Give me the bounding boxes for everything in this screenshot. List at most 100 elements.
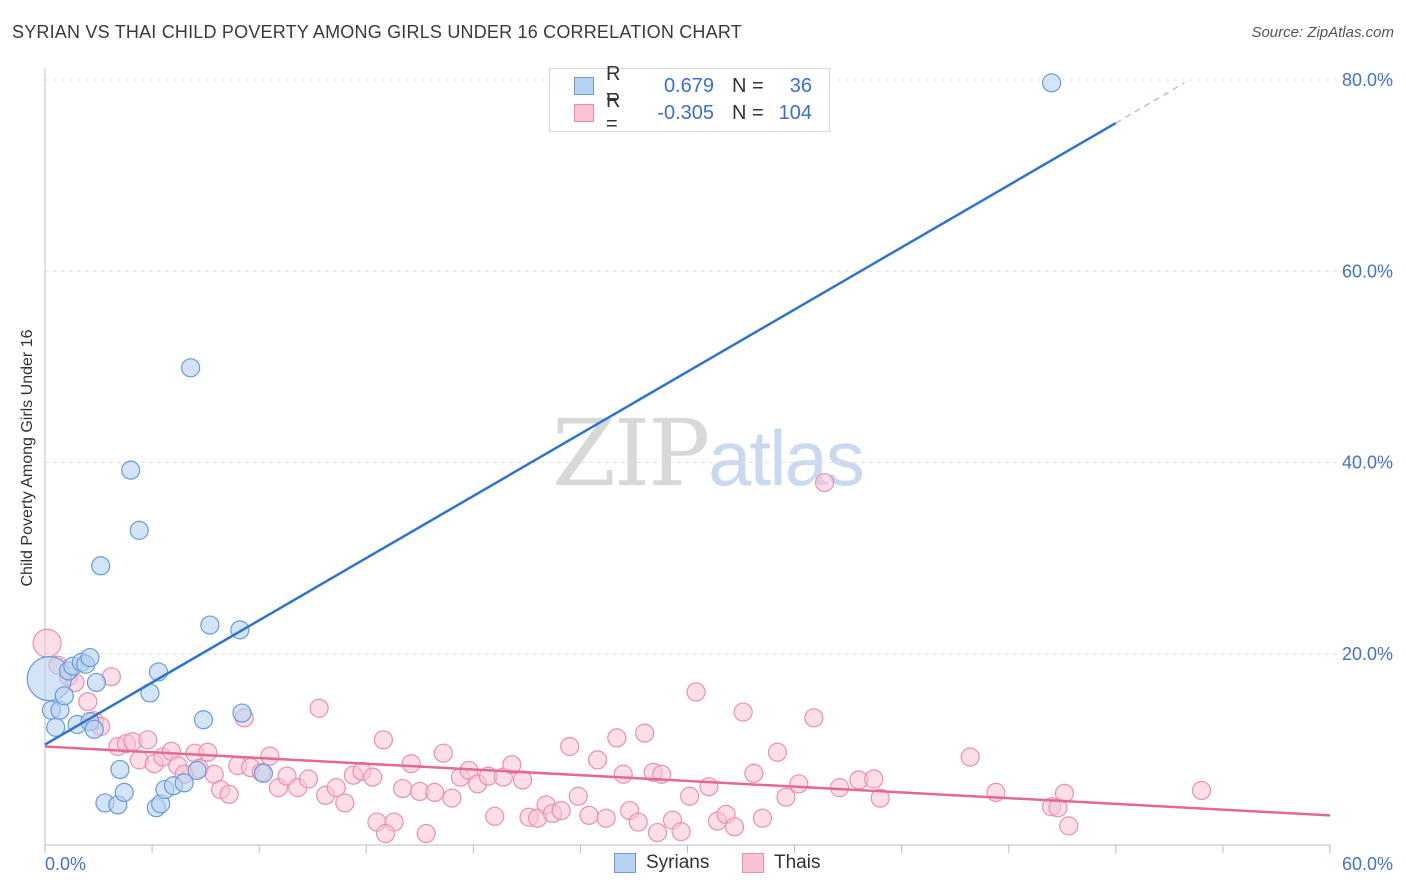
syrian-point bbox=[200, 615, 220, 635]
y-tick-label: 40.0% bbox=[1342, 453, 1393, 473]
legend-r-value: 0.679 bbox=[663, 74, 714, 97]
syrian-point bbox=[84, 719, 104, 739]
syrian-point bbox=[129, 520, 149, 540]
thai-point bbox=[326, 778, 346, 798]
thai-point bbox=[635, 723, 655, 743]
legend-swatch-syrians bbox=[574, 77, 594, 95]
thai-point bbox=[32, 628, 62, 658]
legend-n-label: N = bbox=[732, 101, 764, 124]
thai-point bbox=[1191, 780, 1212, 801]
thai-point bbox=[733, 702, 753, 722]
thai-point bbox=[613, 764, 633, 784]
thai-point bbox=[814, 472, 835, 493]
syrian-trend-extension bbox=[1115, 82, 1185, 124]
syrian-point bbox=[114, 782, 134, 803]
thai-point bbox=[560, 736, 580, 757]
thai-point bbox=[1059, 816, 1079, 836]
thai-point bbox=[870, 788, 890, 808]
bottom-legend-thais: Thais bbox=[742, 852, 820, 874]
thai-point bbox=[219, 784, 239, 804]
syrian-point bbox=[91, 556, 111, 576]
thai-point bbox=[335, 793, 355, 813]
thai-points bbox=[32, 472, 1212, 844]
watermark-atlas: atlas bbox=[708, 414, 865, 502]
y-tick-label: 80.0% bbox=[1342, 70, 1393, 90]
legend-row-syrians: R = 0.679 N = 36 bbox=[574, 63, 812, 108]
syrian-points bbox=[26, 73, 1062, 818]
thai-point bbox=[744, 763, 764, 783]
thai-point bbox=[198, 742, 218, 762]
thai-trend-line bbox=[44, 745, 1331, 817]
thai-point bbox=[260, 746, 280, 766]
tick-layer: 20.0% 40.0% 60.0% 80.0% 0.0% 60.0% bbox=[45, 70, 1393, 874]
thai-point bbox=[628, 812, 648, 832]
legend-n-label: N = bbox=[732, 74, 764, 97]
thai-point bbox=[502, 755, 522, 775]
source-label: Source: ZipAtlas.com bbox=[1251, 24, 1394, 41]
thai-point bbox=[579, 805, 599, 825]
legend-row-thais: R = -0.305 N = 104 bbox=[574, 90, 812, 135]
thai-point bbox=[298, 769, 319, 789]
bottom-swatch-syrians bbox=[614, 853, 636, 873]
thai-point bbox=[485, 806, 505, 826]
syrian-point bbox=[110, 759, 130, 780]
y-tick-label: 60.0% bbox=[1342, 261, 1393, 281]
thai-point bbox=[568, 786, 588, 806]
thai-point bbox=[393, 778, 413, 799]
thai-point bbox=[686, 682, 706, 702]
x-tick-label: 60.0% bbox=[1342, 854, 1393, 874]
thai-point bbox=[752, 808, 773, 828]
thai-point bbox=[373, 730, 393, 750]
chart-title: SYRIAN VS THAI CHILD POVERTY AMONG GIRLS… bbox=[12, 22, 742, 42]
thai-point bbox=[776, 787, 796, 807]
thai-point bbox=[725, 817, 745, 837]
thai-point bbox=[864, 769, 884, 789]
thai-point bbox=[442, 788, 462, 808]
thai-point bbox=[551, 800, 571, 821]
bottom-legend-label: Syrians bbox=[646, 852, 710, 873]
thai-point bbox=[699, 777, 719, 797]
thai-point bbox=[960, 747, 980, 767]
syrian-point bbox=[54, 686, 74, 706]
axis-layer bbox=[44, 68, 1331, 853]
bottom-legend-syrians: Syrians bbox=[614, 852, 709, 874]
thai-point bbox=[375, 823, 396, 844]
watermark: ZIPatlas bbox=[552, 400, 865, 507]
syrian-point bbox=[181, 358, 201, 378]
thai-point bbox=[767, 742, 788, 762]
syrian-point bbox=[174, 773, 194, 793]
thai-point bbox=[789, 774, 809, 794]
trend-layer bbox=[44, 82, 1331, 817]
thai-point bbox=[425, 782, 445, 803]
syrian-trend-line bbox=[44, 121, 1117, 746]
syrian-point bbox=[121, 460, 141, 480]
legend-r-label: R = bbox=[606, 90, 621, 135]
thai-point bbox=[804, 708, 824, 728]
thai-point bbox=[363, 767, 383, 787]
x-tick-label: 0.0% bbox=[45, 854, 86, 874]
legend-r-value: -0.305 bbox=[657, 101, 714, 124]
syrian-point bbox=[253, 763, 274, 783]
grid-layer bbox=[45, 79, 1392, 655]
legend-swatch-thais bbox=[574, 104, 594, 122]
thai-point bbox=[596, 808, 616, 828]
syrian-point bbox=[232, 703, 252, 723]
syrian-point bbox=[193, 710, 214, 730]
correlation-legend: R = 0.679 N = 36 R = -0.305 N = 104 bbox=[549, 63, 830, 135]
legend-r-label: R = bbox=[606, 63, 621, 108]
thai-point bbox=[680, 786, 700, 806]
thai-point bbox=[309, 698, 329, 718]
thai-point bbox=[607, 728, 627, 748]
thai-point bbox=[78, 691, 98, 712]
y-tick-label: 20.0% bbox=[1342, 644, 1393, 664]
bottom-legend-label: Thais bbox=[774, 852, 821, 873]
legend-n-value: 36 bbox=[789, 74, 812, 97]
syrian-point bbox=[80, 647, 100, 668]
thai-point bbox=[138, 730, 158, 750]
thai-point bbox=[401, 754, 421, 774]
legend-n-value: 104 bbox=[778, 101, 812, 124]
thai-point bbox=[433, 743, 453, 763]
thai-point bbox=[587, 750, 608, 770]
syrian-point bbox=[187, 760, 207, 781]
